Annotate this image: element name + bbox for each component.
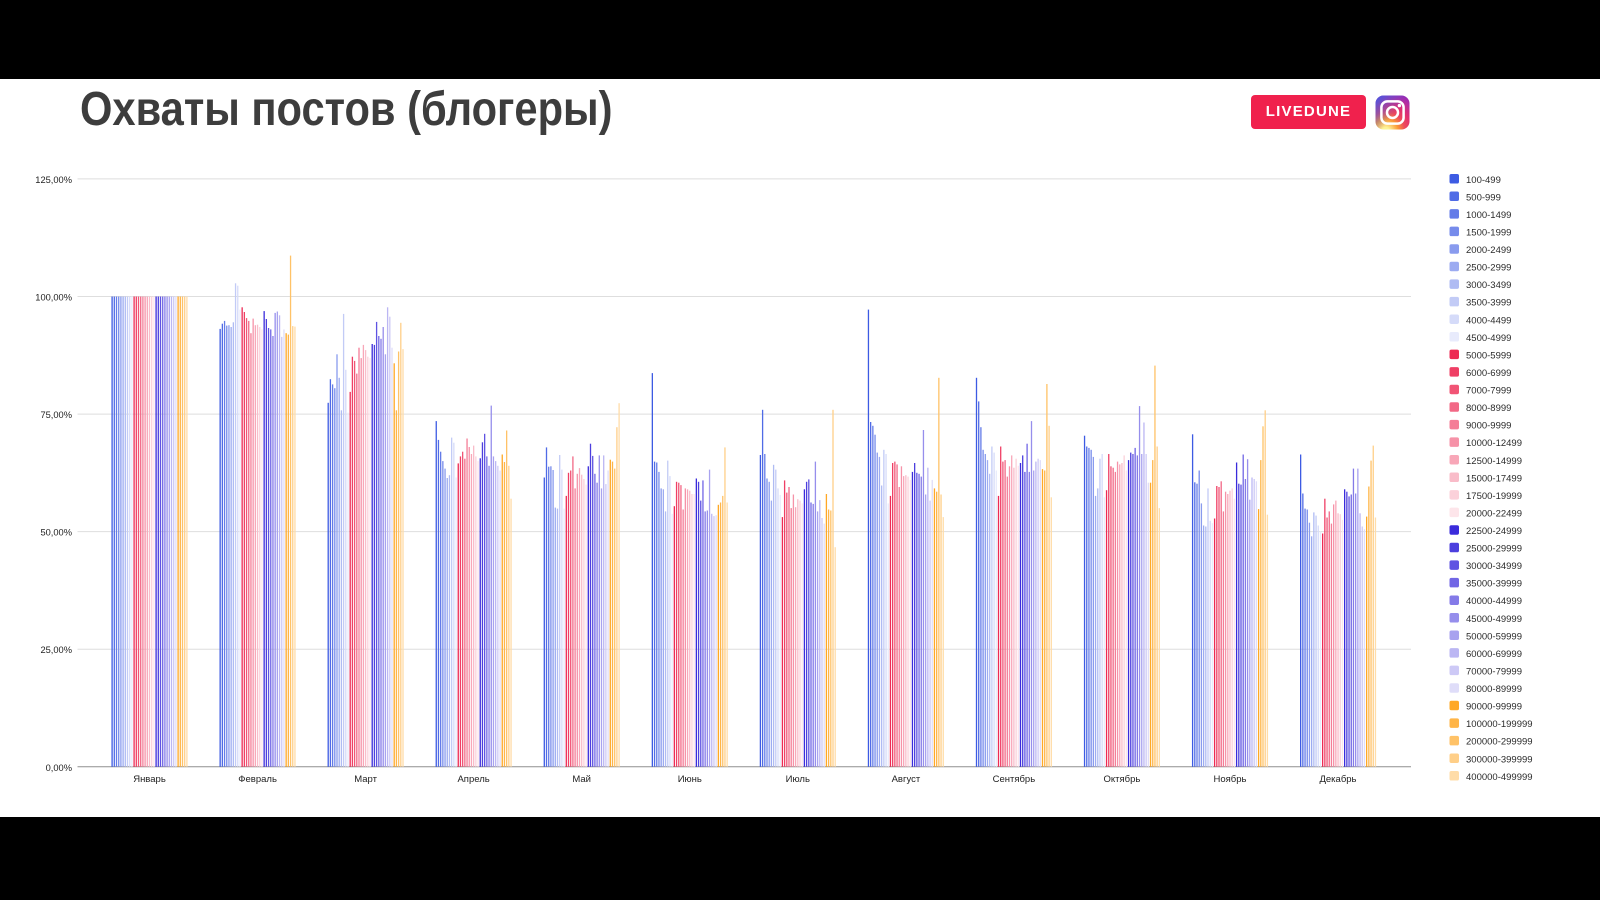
svg-text:100000-199999: 100000-199999 <box>1466 719 1533 730</box>
svg-text:Август: Август <box>892 774 921 785</box>
svg-text:4500-4999: 4500-4999 <box>1466 333 1511 344</box>
svg-text:Ноябрь: Ноябрь <box>1214 774 1247 785</box>
svg-text:Июль: Июль <box>786 774 810 785</box>
svg-text:20000-22499: 20000-22499 <box>1466 508 1522 519</box>
svg-text:Октябрь: Октябрь <box>1103 774 1140 785</box>
svg-text:Февраль: Февраль <box>238 774 277 785</box>
svg-text:7000-7999: 7000-7999 <box>1466 386 1511 397</box>
svg-text:40000-44999: 40000-44999 <box>1466 596 1522 607</box>
svg-text:400000-499999: 400000-499999 <box>1466 772 1533 783</box>
svg-text:Апрель: Апрель <box>457 774 489 785</box>
svg-text:Сентябрь: Сентябрь <box>993 774 1036 785</box>
svg-text:35000-39999: 35000-39999 <box>1466 579 1522 590</box>
svg-text:17500-19999: 17500-19999 <box>1466 491 1522 502</box>
svg-text:125,00%: 125,00% <box>35 175 72 185</box>
svg-text:90000-99999: 90000-99999 <box>1466 702 1522 713</box>
svg-text:300000-399999: 300000-399999 <box>1466 754 1533 765</box>
svg-text:2500-2999: 2500-2999 <box>1466 263 1511 274</box>
svg-text:2000-2499: 2000-2499 <box>1466 245 1511 256</box>
svg-text:10000-12499: 10000-12499 <box>1466 438 1522 449</box>
svg-text:12500-14999: 12500-14999 <box>1466 456 1522 467</box>
svg-text:1500-1999: 1500-1999 <box>1466 227 1511 238</box>
svg-text:45000-49999: 45000-49999 <box>1466 614 1522 625</box>
svg-text:80000-89999: 80000-89999 <box>1466 684 1522 695</box>
svg-text:25,00%: 25,00% <box>40 645 72 655</box>
svg-text:3500-3999: 3500-3999 <box>1466 298 1511 309</box>
svg-text:Декабрь: Декабрь <box>1319 774 1356 785</box>
svg-text:15000-17499: 15000-17499 <box>1466 473 1522 484</box>
svg-text:100,00%: 100,00% <box>35 293 72 303</box>
svg-text:5000-5999: 5000-5999 <box>1466 350 1511 361</box>
svg-text:Май: Май <box>572 774 591 785</box>
svg-text:70000-79999: 70000-79999 <box>1466 666 1522 677</box>
svg-text:4000-4499: 4000-4499 <box>1466 315 1511 326</box>
svg-text:75,00%: 75,00% <box>40 410 72 420</box>
svg-text:6000-6999: 6000-6999 <box>1466 368 1511 379</box>
svg-text:50000-59999: 50000-59999 <box>1466 631 1522 642</box>
svg-text:Январь: Январь <box>133 774 166 785</box>
svg-text:50,00%: 50,00% <box>40 528 72 538</box>
svg-text:Июнь: Июнь <box>678 774 702 785</box>
svg-text:200000-299999: 200000-299999 <box>1466 737 1533 748</box>
svg-text:0,00%: 0,00% <box>46 763 72 773</box>
svg-text:25000-29999: 25000-29999 <box>1466 544 1522 555</box>
svg-text:8000-8999: 8000-8999 <box>1466 403 1511 414</box>
svg-text:Март: Март <box>354 774 377 785</box>
svg-text:500-999: 500-999 <box>1466 192 1501 203</box>
svg-text:100-499: 100-499 <box>1466 175 1501 186</box>
svg-text:9000-9999: 9000-9999 <box>1466 421 1511 432</box>
svg-text:60000-69999: 60000-69999 <box>1466 649 1522 660</box>
svg-text:22500-24999: 22500-24999 <box>1466 526 1522 537</box>
svg-text:3000-3499: 3000-3499 <box>1466 280 1511 291</box>
svg-text:1000-1499: 1000-1499 <box>1466 210 1511 221</box>
svg-text:30000-34999: 30000-34999 <box>1466 561 1522 572</box>
